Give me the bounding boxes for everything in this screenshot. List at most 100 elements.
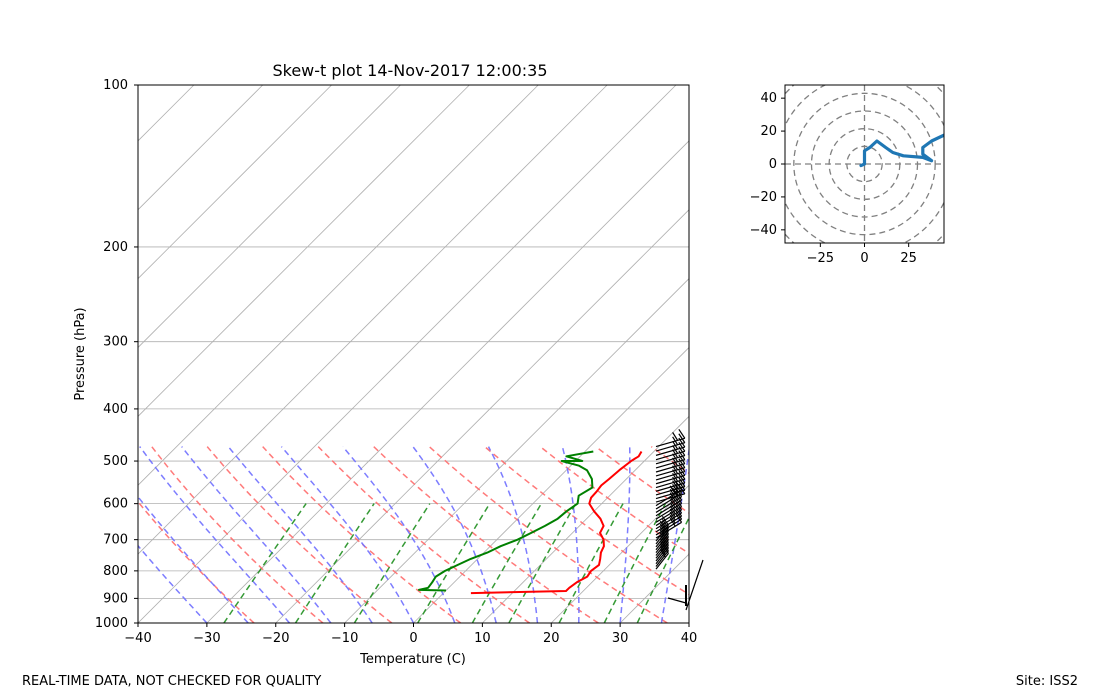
isotherm <box>138 85 677 623</box>
wind-barb-flag <box>675 497 683 507</box>
wind-barb-flag <box>672 469 679 478</box>
wind-barb-flag <box>672 461 679 471</box>
hodo-x-tick-label: 0 <box>860 251 868 266</box>
dry-adiabat <box>707 447 1012 623</box>
sounding-series <box>418 450 643 595</box>
wind-barb-flag <box>672 440 679 450</box>
wind-barb-flag <box>678 469 686 480</box>
wind-barb-flag <box>672 445 679 454</box>
mixing-ratio-line <box>417 503 491 623</box>
wind-barb-flag <box>661 533 669 543</box>
y-tick-label: 100 <box>103 78 128 93</box>
hodograph-series <box>859 133 944 168</box>
wind-barb <box>655 518 682 536</box>
dewpoint-line <box>418 450 594 592</box>
mixing-ratio-line <box>223 503 307 623</box>
wind-barb-flag <box>669 485 676 495</box>
isotherm <box>138 85 539 486</box>
wind-barb-flag <box>669 492 676 501</box>
wind-barb-flag <box>661 518 669 529</box>
isotherm <box>275 209 689 623</box>
wind-barb-flag <box>675 506 683 517</box>
wind-barb-flag <box>659 546 666 556</box>
x-tick-label: 10 <box>474 631 491 646</box>
wind-barb-flag <box>672 457 679 467</box>
dry-adiabat <box>484 446 689 596</box>
wind-barb-flag <box>659 543 666 553</box>
wind-barb-flag <box>678 433 686 444</box>
wind-barb-flag <box>661 527 669 538</box>
wind-barb-flag <box>678 442 686 452</box>
wind-barb-flag <box>675 494 683 504</box>
y-tick-label: 900 <box>103 591 128 606</box>
hodo-y-tick-label: 40 <box>760 91 777 106</box>
wind-barb-flag <box>661 521 669 532</box>
hodograph-axis-ticks: −25 0 25 40 20 0 −20 −40 <box>750 91 917 266</box>
isotherm <box>138 85 470 417</box>
hodo-x-tick-label: 25 <box>900 251 917 266</box>
wind-barb-flag <box>672 432 679 441</box>
wind-barb-flag <box>669 488 676 498</box>
y-tick-label: 300 <box>103 335 128 350</box>
wind-barb-flag <box>678 466 686 476</box>
wind-barb <box>667 597 687 604</box>
dry-adiabat <box>428 446 668 623</box>
x-tick-label: −30 <box>193 631 220 646</box>
hodograph-trace <box>859 133 944 168</box>
wind-barb <box>655 550 669 567</box>
wind-barb-flag <box>675 484 683 494</box>
moist-adiabat <box>561 446 580 623</box>
wind-barb-flag <box>669 517 676 527</box>
dry-adiabat <box>373 446 599 623</box>
wind-barb-flag <box>669 508 676 518</box>
wind-barb-flag <box>661 524 669 535</box>
isotherm <box>138 85 332 280</box>
wind-barb-flag <box>678 454 686 465</box>
wind-barb-flag <box>672 472 679 482</box>
wind-barb-flag <box>669 511 676 521</box>
dry-adiabat <box>138 500 255 623</box>
moist-adiabat <box>227 446 373 623</box>
hodograph-rings <box>785 85 944 243</box>
wind-barb <box>655 553 669 570</box>
moist-adiabat <box>139 446 291 623</box>
wind-barb-flag <box>661 544 669 554</box>
wind-barb-flag <box>678 473 686 484</box>
skewt-plot-area <box>138 85 689 623</box>
wind-barb-flag <box>678 446 686 456</box>
hodograph-chart: −25 0 25 40 20 0 −20 −40 <box>750 84 945 266</box>
moist-adiabat <box>619 446 631 623</box>
wind-barb-flag <box>675 512 683 523</box>
hodo-y-tick-label: −20 <box>750 190 777 205</box>
moist-adiabat <box>181 446 332 623</box>
y-tick-label: 200 <box>103 240 128 255</box>
moist-adiabat <box>342 446 456 623</box>
hodo-y-tick-label: 0 <box>769 157 777 172</box>
dry-adiabat <box>317 446 531 623</box>
y-tick-label: 800 <box>103 564 128 579</box>
dry-adiabat <box>650 445 689 475</box>
wind-barb-flag <box>678 450 686 460</box>
wind-barb <box>655 478 685 489</box>
wind-barb-flag <box>672 449 679 458</box>
wind-barb-flag <box>672 487 679 497</box>
wind-barb-flag <box>669 505 676 515</box>
y-tick-label: 600 <box>103 497 128 512</box>
skewt-ylabel: Pressure (hPa) <box>73 307 88 400</box>
moist-adiabat <box>412 446 497 623</box>
wind-barb-flag <box>678 437 686 448</box>
mixing-ratio-line <box>353 503 431 623</box>
wind-barb-flag <box>661 538 669 549</box>
y-tick-label: 500 <box>103 454 128 469</box>
wind-barb-flag <box>678 428 686 439</box>
skewt-title: Skew-t plot 14-Nov-2017 12:00:35 <box>272 61 547 80</box>
wind-barb-flag <box>678 458 686 469</box>
moist-adiabat <box>660 446 689 623</box>
wind-barb-flag <box>672 465 679 474</box>
wind-barb-flag <box>672 483 679 493</box>
isotherm-lines <box>138 85 689 623</box>
x-tick-label: −40 <box>124 631 151 646</box>
wind-barb-flag <box>675 480 683 491</box>
